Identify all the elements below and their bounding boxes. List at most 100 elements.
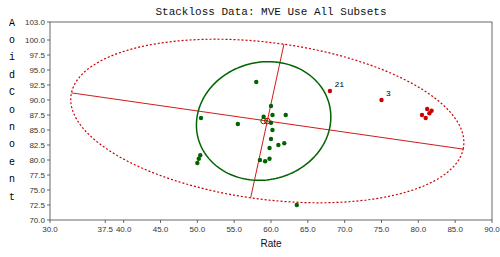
point [424, 116, 428, 120]
x-tick [492, 220, 493, 223]
point [198, 153, 202, 157]
point [270, 128, 274, 132]
ellipse-center [261, 118, 267, 124]
y-tick [47, 85, 50, 86]
point [270, 113, 274, 117]
plot-data [71, 39, 464, 207]
y-tick [47, 130, 50, 131]
x-tick-label: 45.0 [153, 225, 169, 234]
x-tick [307, 220, 308, 223]
y-tick [47, 190, 50, 191]
y-tick [47, 115, 50, 116]
x-tick-label: 55.0 [226, 225, 242, 234]
y-tick-label: 90.0 [29, 96, 45, 105]
y-axis-label-letter: o [9, 35, 15, 46]
point [263, 159, 267, 163]
y-tick-label: 92.5 [29, 81, 45, 90]
x-tick-label: 75.0 [374, 225, 390, 234]
x-tick [455, 220, 456, 223]
y-axis-label-letter: e [9, 157, 15, 168]
chart: 30.0 37.540.0 45.0 50.0 55.0 60.0 65.0 70.0 75.0… [0, 0, 500, 257]
x-tick-label: 37.5 [97, 225, 113, 234]
y-tick-label: 85.0 [29, 126, 45, 135]
point [269, 104, 273, 108]
x-tick [234, 220, 235, 223]
y-axis-label-letter: t [9, 192, 15, 203]
point [195, 161, 199, 165]
point [284, 113, 288, 117]
y-tick-label: 97.5 [29, 51, 45, 60]
point [429, 109, 433, 113]
y-axis-label-letter: n [9, 122, 15, 133]
x-tick-label: 40.0 [116, 225, 132, 234]
y-tick-label: 75.0 [29, 186, 45, 195]
plot-frame [50, 22, 492, 220]
point [258, 158, 262, 162]
x-tick [344, 220, 345, 223]
x-tick-label: 65.0 [300, 225, 316, 234]
y-tick-label: 72.5 [29, 201, 45, 210]
background [0, 0, 500, 257]
point [282, 141, 286, 145]
y-tick [47, 175, 50, 176]
y-axis-label-letter: d [9, 70, 15, 81]
x-tick-label: 80.0 [411, 225, 427, 234]
x-tick-label: 30.0 [42, 225, 58, 234]
y-tick [47, 70, 50, 71]
y-axis-label-letter: C [9, 87, 15, 98]
ellipse [71, 39, 464, 203]
x-tick-label: 70.0 [337, 225, 353, 234]
x-tick-label: 60.0 [263, 225, 279, 234]
x-tick [381, 220, 382, 223]
point [199, 116, 203, 120]
y-axis-label-letter: o [9, 139, 15, 150]
x-tick-label: 50.0 [190, 225, 206, 234]
y-tick-label: 80.0 [29, 156, 45, 165]
title: Stackloss Data: MVE Use All Subsets [155, 6, 386, 18]
point [420, 113, 424, 117]
x-tick [160, 220, 161, 223]
y-axis-label-letter: o [9, 105, 15, 116]
point [276, 143, 280, 147]
point [267, 146, 271, 150]
point [254, 80, 258, 84]
x-tick [418, 220, 419, 223]
y-tick-label: 100.0 [25, 36, 46, 45]
y-axis-label-letter: A [9, 18, 15, 29]
y-tick [47, 55, 50, 56]
ellipse [196, 62, 330, 181]
point [267, 157, 271, 161]
y-tick [47, 220, 50, 221]
minor-axis-line [251, 44, 284, 198]
y-tick-label: 95.0 [29, 66, 45, 75]
point [261, 115, 265, 119]
x-tick [123, 220, 124, 223]
annotation: 21 [334, 80, 344, 89]
y-tick-label: 87.5 [29, 111, 45, 120]
point [379, 98, 383, 102]
y-tick [47, 145, 50, 146]
y-axis-label-letter: i [9, 52, 15, 63]
y-tick [47, 160, 50, 161]
annotation: 3 [386, 89, 391, 98]
y-tick [47, 22, 50, 23]
y-tick-label: 82.5 [29, 141, 45, 150]
y-tick [47, 100, 50, 101]
y-axis-label-letter: n [9, 174, 15, 185]
x-tick-label: 90.0 [484, 225, 500, 234]
y-tick-label: 103.0 [25, 18, 46, 27]
point [236, 122, 240, 126]
point [269, 137, 273, 141]
x-tick [50, 220, 51, 223]
y-tick-label: 70.0 [29, 216, 45, 225]
point [328, 89, 332, 93]
point [295, 203, 299, 207]
y-tick [47, 40, 50, 41]
x-tick-label: 85.0 [447, 225, 463, 234]
x-tick [105, 220, 106, 223]
x-tick [197, 220, 198, 223]
x-axis-label: Rate [260, 238, 282, 249]
point [269, 121, 273, 125]
y-tick [47, 205, 50, 206]
point [425, 107, 429, 111]
